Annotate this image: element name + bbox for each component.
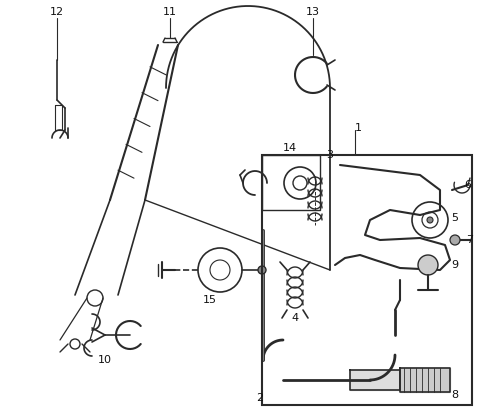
Circle shape [258,266,266,274]
Circle shape [427,217,433,223]
Text: 9: 9 [451,260,458,270]
Text: 7: 7 [467,235,474,245]
Circle shape [450,235,460,245]
Text: 4: 4 [291,313,299,323]
Text: 6: 6 [465,180,471,190]
Text: 13: 13 [306,7,320,17]
Text: 1: 1 [355,123,361,133]
Text: 12: 12 [50,7,64,17]
Text: 3: 3 [326,150,334,160]
Text: 2: 2 [256,393,264,403]
Bar [262,155,472,405]
Polygon shape [400,368,450,392]
Text: 10: 10 [98,355,112,365]
Text: 15: 15 [203,295,217,305]
Text: 11: 11 [163,7,177,17]
Text: 14: 14 [283,143,297,153]
Text: 5: 5 [452,213,458,223]
Polygon shape [350,370,400,390]
Circle shape [418,255,438,275]
Text: 8: 8 [451,390,458,400]
Bar [262,155,320,210]
